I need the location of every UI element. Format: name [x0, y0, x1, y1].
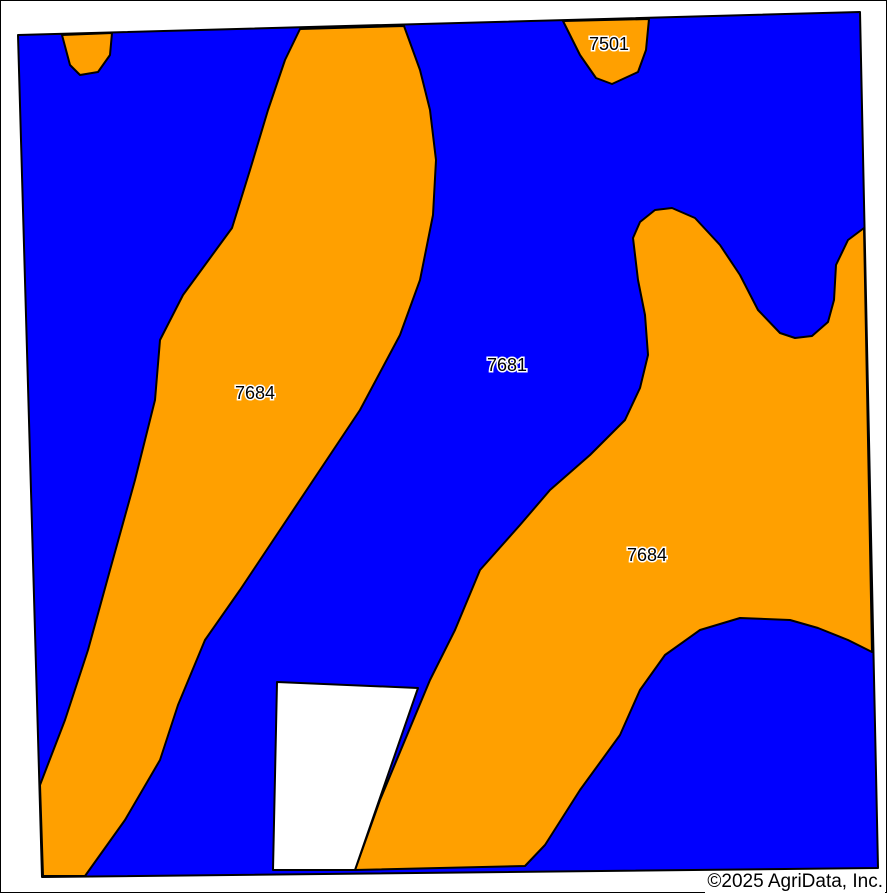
copyright-notice: ©2025 AgriData, Inc. — [705, 871, 885, 893]
soil-polygon-7684-left — [39, 25, 437, 877]
soil-label-7684-left: 7684 — [235, 383, 275, 403]
excluded-area — [272, 681, 419, 871]
soil-polygon-7501 — [562, 18, 650, 85]
soil-label-7501: 7501 — [589, 34, 629, 54]
soil-label-7681: 7681 — [487, 355, 527, 375]
soil-label-7684-right: 7684 — [627, 545, 667, 565]
soil-polygon-7684-right — [354, 207, 873, 871]
soil-polygon-top-left — [61, 32, 113, 76]
